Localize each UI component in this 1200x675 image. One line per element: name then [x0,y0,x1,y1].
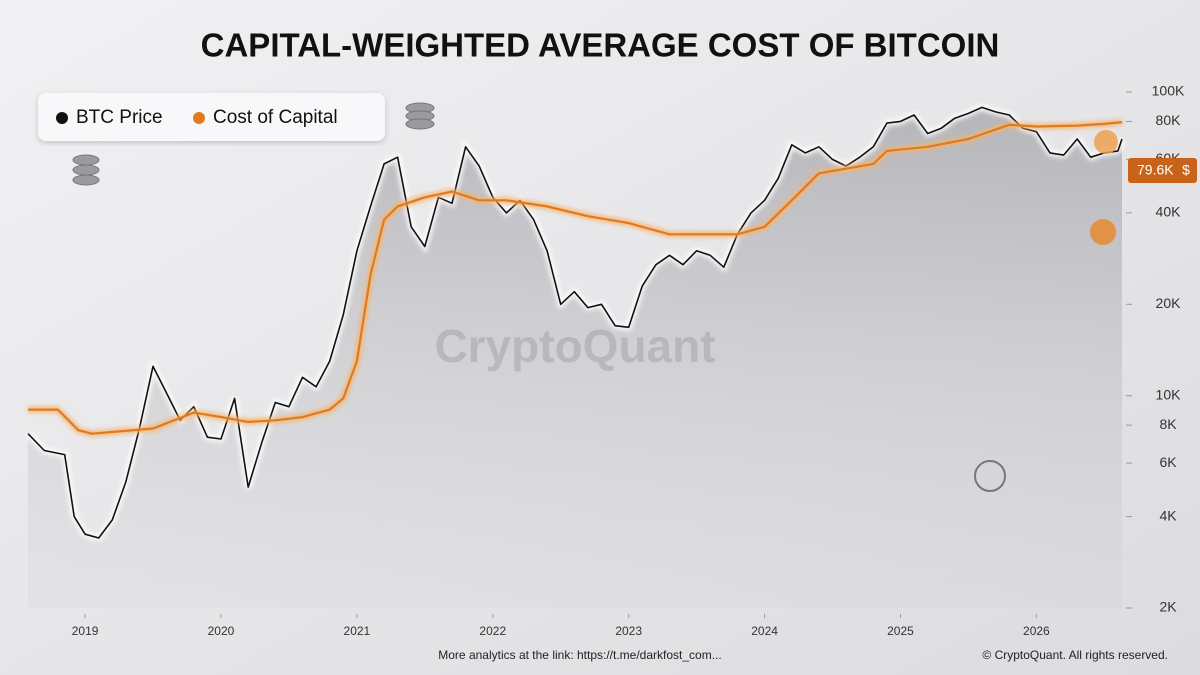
x-tick-label: 2026 [1023,624,1050,638]
chart-title: CAPITAL-WEIGHTED AVERAGE COST OF BITCOIN [201,27,1000,64]
y-tick-label: 100K [1152,83,1185,99]
y-tick-label: 8K [1159,416,1177,432]
x-tick-label: 2023 [615,624,642,638]
coin-icon [1090,130,1118,245]
footer-link: More analytics at the link: https://t.me… [438,648,721,662]
x-tick-label: 2020 [208,624,235,638]
y-tick-label: 2K [1159,599,1177,615]
currency-icon: $ [1182,162,1190,178]
watermark: CryptoQuant [434,320,715,372]
legend [38,93,385,141]
x-tick-label: 2019 [72,624,99,638]
y-tick-label: 20K [1156,295,1182,311]
x-tick-label: 2025 [887,624,914,638]
x-tick-label: 2024 [751,624,778,638]
y-tick-label: 80K [1156,112,1182,128]
x-tick-label: 2022 [479,624,506,638]
plot-area: 100K80K60K40K20K10K8K6K4K2K2019202020212… [25,83,1185,638]
legend-swatch [193,112,205,124]
legend-label: BTC Price [76,107,163,128]
line [27,106,1123,539]
value-label-box [1128,158,1197,183]
value-label: 79.6K [1137,162,1174,178]
footer-copyright: © CryptoQuant. All rights reserved. [982,648,1168,662]
area [28,107,1122,609]
y-tick-label: 10K [1156,386,1182,402]
line [28,121,1123,435]
y-tick-label: 4K [1159,507,1177,523]
y-tick-label: 6K [1159,454,1177,470]
legend-box [38,93,385,141]
y-tick-label: 40K [1156,204,1182,220]
x-tick-label: 2021 [344,624,371,638]
coin-icon [72,102,1006,492]
legend-label: Cost of Capital [213,107,338,128]
legend-swatch [56,112,68,124]
